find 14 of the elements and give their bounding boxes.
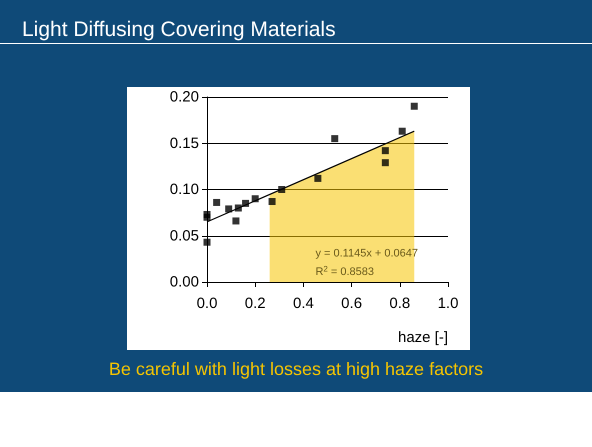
x-tick-label: 0.6 <box>341 295 362 312</box>
text: Be careful with light losses at high haze factors <box>108 359 484 380</box>
x-tick-label: 0.0 <box>196 295 218 312</box>
y-tick-label: 0.10 <box>170 181 199 198</box>
x-axis-title: haze [-] <box>398 329 448 346</box>
x-tick-label: 0.2 <box>244 295 266 312</box>
x-tick-label: 0.8 <box>389 295 410 312</box>
x-tick-label: 0.4 <box>292 295 314 312</box>
y-tick-label: 0.20 <box>170 88 199 106</box>
y-tick-label: 0.15 <box>170 134 199 152</box>
y-tick-label: 0.05 <box>170 227 199 244</box>
x-tick-label: 1.0 <box>438 295 458 312</box>
y-tick-label: 0.00 <box>170 274 199 290</box>
chart-title: Light Diffusing Covering Materials <box>22 18 336 42</box>
